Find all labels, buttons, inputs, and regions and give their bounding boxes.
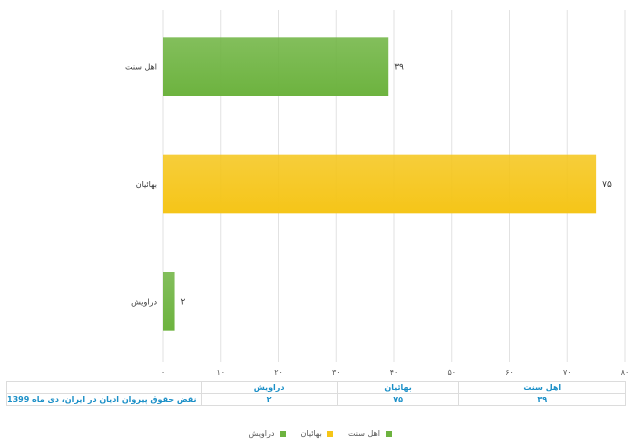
table-caption-spacer xyxy=(6,381,202,394)
x-tick-label: ۲۰ xyxy=(274,368,283,377)
legend-item: اهل سنت xyxy=(348,429,392,438)
bars xyxy=(163,37,597,331)
x-tick-label: ۶۰ xyxy=(505,368,514,377)
bar xyxy=(163,154,597,214)
legend: اهل سنت بهائیان دراویش xyxy=(0,429,640,438)
legend-item: بهائیان xyxy=(301,429,334,438)
x-tick-label: ۳۰ xyxy=(332,368,341,377)
table-value-cell: ۲ xyxy=(200,393,338,406)
category-label: بهائیان xyxy=(136,180,157,189)
legend-swatch-icon xyxy=(327,430,334,437)
x-tick-label: ۰ xyxy=(161,368,165,377)
table-header-row: دراویش بهائیان اهل سنت xyxy=(6,381,626,394)
table-header-cell: دراویش xyxy=(200,381,338,394)
data-label: ۳۹ xyxy=(394,63,404,73)
data-label: ۷۵ xyxy=(602,180,612,190)
data-table: دراویش بهائیان اهل سنت نقض حقوق پیروان ا… xyxy=(6,381,626,406)
legend-item: دراویش xyxy=(249,429,286,438)
legend-label: دراویش xyxy=(248,429,275,438)
bar xyxy=(163,37,389,96)
x-tick-label: ۱۰ xyxy=(216,368,225,377)
x-tick-label: ۸۰ xyxy=(621,368,630,377)
labels: ۰ ۱۰ ۲۰ ۳۰ ۴۰ ۵۰ ۶۰ ۷۰ ۸۰ ۳۹ اهل سنت ۷۵ بهائیان ۲ دراو… xyxy=(125,63,629,377)
x-tick-label: ۷۰ xyxy=(563,368,572,377)
table-value-cell: ۷۵ xyxy=(336,393,460,406)
x-tick-label: ۴۰ xyxy=(390,368,399,377)
legend-swatch-icon xyxy=(385,430,392,437)
table-value-cell: ۳۹ xyxy=(458,393,626,406)
legend-swatch-icon xyxy=(279,430,286,437)
table-header-cell: بهائیان xyxy=(336,381,460,394)
legend-label: بهائیان xyxy=(300,429,322,438)
category-label: اهل سنت xyxy=(125,63,157,72)
data-label: ۲ xyxy=(181,297,186,307)
table-header-cell: اهل سنت xyxy=(458,381,626,394)
table-caption: نقض حقوق پیروان ادیان در ایران، دی ماه 1… xyxy=(6,393,202,406)
legend-label: اهل سنت xyxy=(347,429,380,438)
table-value-row: نقض حقوق پیروان ادیان در ایران، دی ماه 1… xyxy=(6,393,626,406)
x-tick-label: ۵۰ xyxy=(447,368,456,377)
bar xyxy=(163,272,175,331)
category-label: دراویش xyxy=(131,297,157,306)
